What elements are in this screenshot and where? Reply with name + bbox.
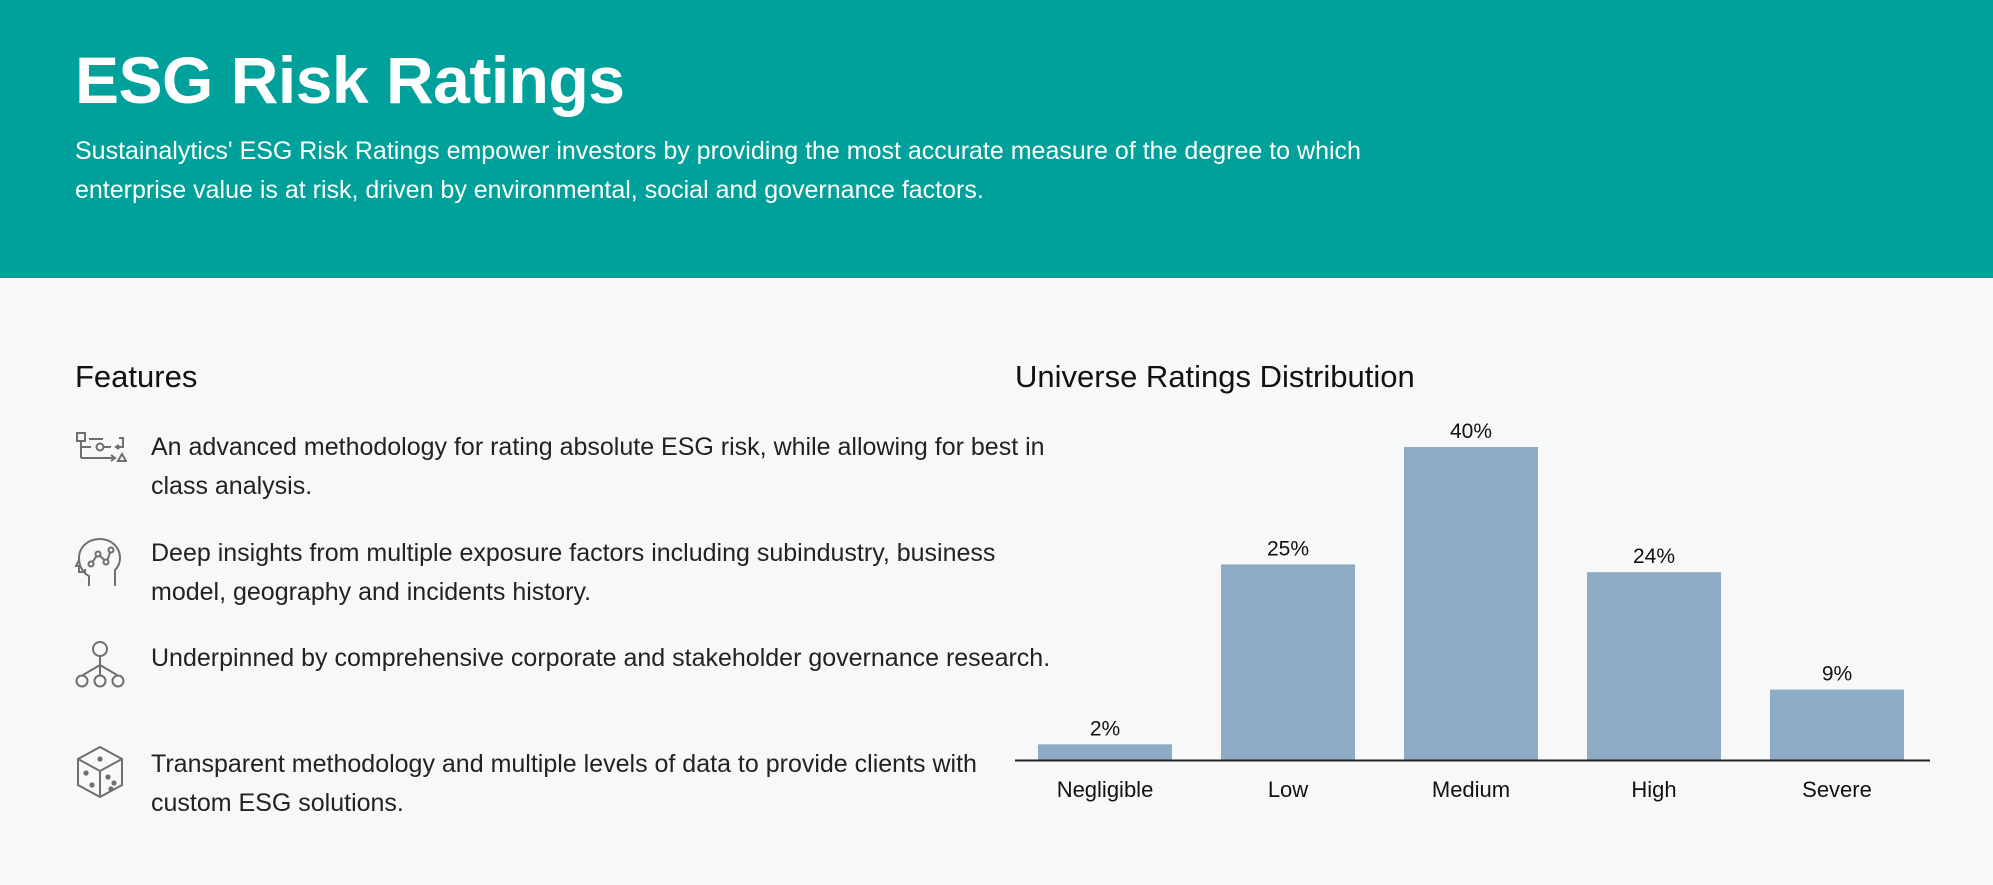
feature-text: Transparent methodology and multiple lev… [151, 750, 977, 817]
bar-severe [1770, 689, 1904, 760]
bar-high [1587, 572, 1721, 760]
ratings-chart-section: Universe Ratings Distribution 2% Negligib… [1015, 355, 1945, 835]
workflow-icon [75, 428, 128, 484]
hierarchy-icon [75, 639, 127, 695]
feature-text: Deep insights from multiple exposure fac… [151, 539, 996, 606]
features-section: Features An advanced methodology for rat… [74, 355, 1050, 817]
category-label: Negligible [1057, 777, 1154, 802]
category-label: Low [1268, 777, 1308, 802]
bar-negligible [1038, 744, 1172, 760]
features-heading: Features [75, 359, 198, 394]
bar-value-label: 2% [1090, 717, 1120, 740]
chart-title: Universe Ratings Distribution [1015, 359, 1415, 394]
feature-item: Underpinned by comprehensive corporate a… [75, 639, 1050, 729]
bar-value-label: 24% [1633, 545, 1675, 568]
feature-item: An advanced methodology for rating absol… [75, 428, 1045, 518]
category-label: Medium [1432, 777, 1510, 802]
bar-value-label: 25% [1267, 537, 1309, 560]
page-title: ESG Risk Ratings [75, 43, 625, 117]
category-label: High [1631, 777, 1676, 802]
feature-text: An advanced methodology for rating absol… [151, 433, 1045, 500]
bar-low [1221, 564, 1355, 760]
category-label: Severe [1802, 777, 1872, 802]
feature-item: Deep insights from multiple exposure fac… [74, 534, 995, 624]
cube-icon [75, 745, 127, 801]
ratings-distribution-chart: 2% Negligible 25% Low 40% Medium 24% High 9% Seve… [1015, 420, 1930, 802]
hero-banner: ESG Risk Ratings Sustainalytics' ESG Ris… [0, 0, 1993, 278]
page-subtitle: Sustainalytics' ESG Risk Ratings empower… [75, 137, 1361, 204]
bar-value-label: 9% [1822, 663, 1852, 686]
bar-medium [1404, 447, 1538, 760]
feature-text: Underpinned by comprehensive corporate a… [151, 644, 1051, 672]
feature-item: Transparent methodology and multiple lev… [75, 745, 977, 835]
bar-value-label: 40% [1450, 420, 1492, 443]
head-network-icon [74, 534, 127, 590]
